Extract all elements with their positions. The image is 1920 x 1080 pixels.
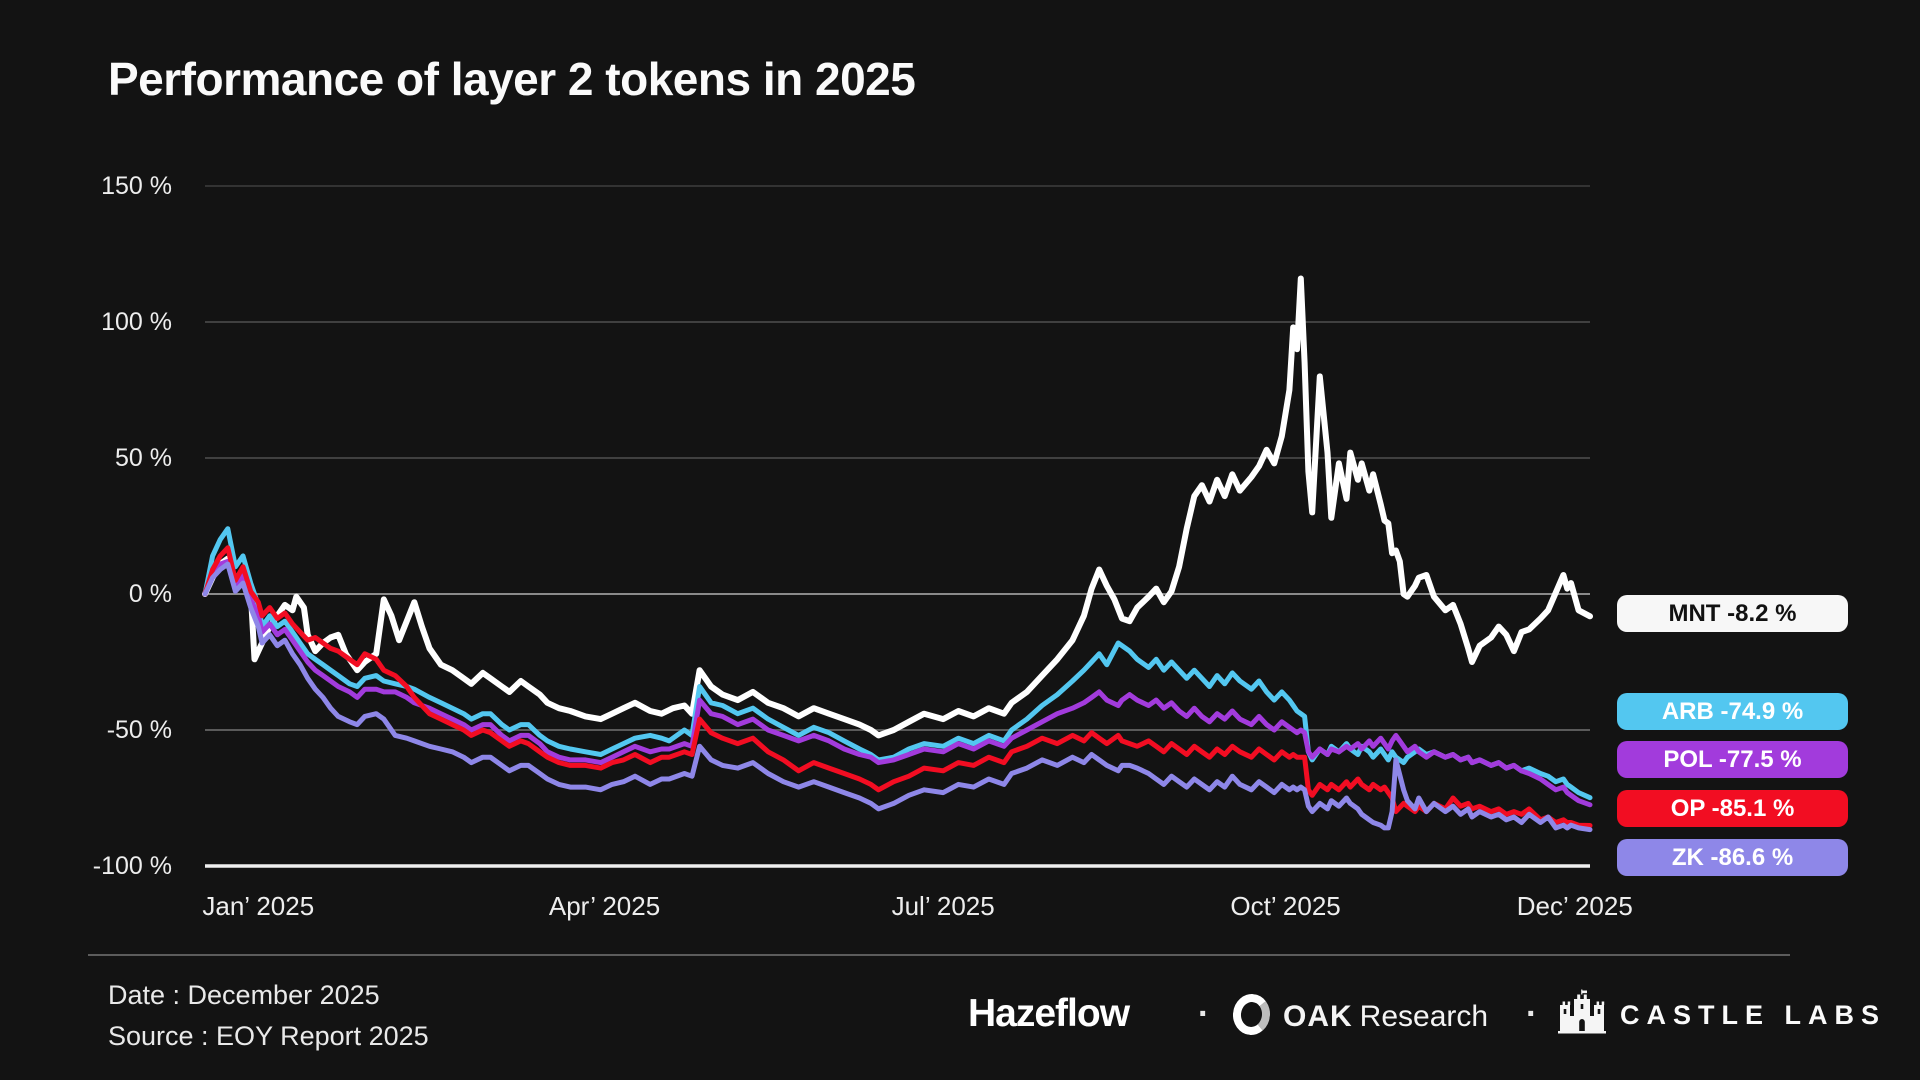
x-axis-tick-label: Apr’ 2025 [548,891,661,921]
oak-research-logo: OAK Research [1283,1000,1488,1034]
series-line-mnt [202,275,1593,739]
series-line-zk [202,561,1593,833]
series-line-op [202,545,1593,828]
y-axis-tick-label: -100 % [92,852,172,880]
legend-badge-op: OP -85.1 % [1617,790,1848,827]
x-axis-tick-label: Oct’ 2025 [1230,891,1341,921]
x-axis-tick-label: Jul’ 2025 [891,891,995,921]
legend-badge-pol: POL -77.5 % [1617,741,1848,778]
y-axis-tick-label: -50 % [106,716,172,744]
separator-dot: · [1526,995,1538,1033]
y-axis-tick-label: 0 % [128,580,172,608]
chart-title: Performance of layer 2 tokens in 2025 [108,53,916,105]
x-axis-tick-label: Jan’ 2025 [202,891,315,921]
date-label: Date : December 2025 [108,980,380,1010]
y-axis-tick-label: 100 % [101,308,172,336]
legend-badge-zk: ZK -86.6 % [1617,839,1848,876]
x-axis-tick-label: Dec’ 2025 [1516,891,1633,921]
research-logo-text: Research [1359,1000,1489,1033]
footer-divider [88,954,1790,956]
y-axis-tick-label: 50 % [115,444,172,472]
castle-labs-wordmark: CASTLE LABS [1620,1000,1886,1030]
legend-badge-arb: ARB -74.9 % [1617,693,1848,730]
castle-icon [1558,989,1606,1034]
separator-dot: · [1198,995,1210,1033]
series-line-pol [202,558,1593,808]
legend-badge-mnt: MNT -8.2 % [1617,595,1848,632]
hazeflow-logo: Hazeflow [968,992,1130,1035]
source-label: Source : EOY Report 2025 [108,1021,429,1051]
y-axis-tick-label: 150 % [101,172,172,200]
oak-logo-text: OAK [1283,1000,1353,1033]
